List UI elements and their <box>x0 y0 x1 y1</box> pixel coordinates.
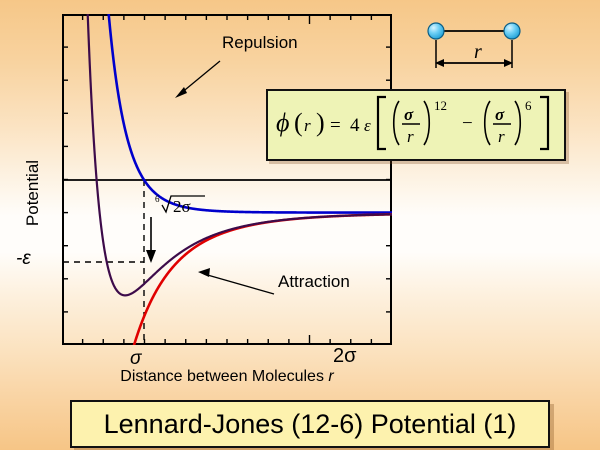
formula-term2-exponent: 6 <box>525 98 532 113</box>
y-axis-label: Potential <box>23 159 42 227</box>
repulsion-arrow <box>175 60 221 98</box>
minimum-position-label: 6 2σ <box>155 192 211 222</box>
root-body: 2σ <box>173 197 191 216</box>
molecule-svg: r <box>427 22 521 68</box>
repulsion-curve <box>107 14 392 214</box>
x-axis-label-prefix: Distance between Molecules <box>120 368 329 385</box>
formula-term1-paren-open <box>392 100 400 146</box>
formula-term2-denominator: r <box>498 127 505 146</box>
formula-paren-close: ) <box>316 108 325 137</box>
formula-term1-exponent: 12 <box>434 98 447 113</box>
atom-right <box>503 22 521 40</box>
x-tick-label-sigma: σ <box>130 348 142 369</box>
page-title: Lennard-Jones (12-6) Potential (1) <box>103 408 517 439</box>
attraction-label: Attraction <box>278 272 350 291</box>
sixth-root-glyph: 6 2σ <box>155 194 205 216</box>
minimum-arrow <box>146 217 156 263</box>
formula-box: ϕ ( r ) = 4 ε σ r 12 − σ r 6 <box>266 89 566 161</box>
formula-phi: ϕ <box>276 108 289 137</box>
formula-term2-paren-open <box>483 100 491 146</box>
x-tick-2sigma-text: 2σ <box>333 345 357 367</box>
molecule-diagram: r <box>424 18 536 80</box>
x-axis-label-variable: r <box>328 368 334 385</box>
title-box: Lennard-Jones (12-6) Potential (1) <box>70 400 550 448</box>
potential-plot <box>62 14 392 345</box>
x-axis-label: Distance between Molecules r <box>62 368 392 386</box>
formula-svg: ϕ ( r ) = 4 ε σ r 12 − σ r 6 <box>276 95 550 151</box>
formula-paren-open: ( <box>294 108 303 137</box>
attraction-arrow <box>198 268 275 295</box>
y-tick-label-minus-epsilon: -ε <box>16 248 31 269</box>
formula-bracket-close <box>540 95 550 151</box>
root-index: 6 <box>155 194 160 204</box>
formula-equals: = <box>330 115 341 136</box>
x-tick-label-2sigma: 2σ <box>333 345 356 368</box>
formula-coefficient: 4 <box>350 115 360 136</box>
atom-left <box>427 22 445 40</box>
formula-bracket-open <box>376 95 386 151</box>
formula-operator: − <box>462 113 473 134</box>
repulsion-label: Repulsion <box>222 33 298 52</box>
formula-term1-denominator: r <box>407 127 414 146</box>
formula-term1-numerator: σ <box>404 105 414 124</box>
formula-term2-paren-close <box>514 100 522 146</box>
formula-term2-numerator: σ <box>495 105 505 124</box>
arrowhead-left <box>435 59 444 67</box>
distance-label: r <box>474 41 482 63</box>
attraction-curve <box>132 213 392 345</box>
plot-svg <box>62 14 392 345</box>
formula-epsilon: ε <box>364 116 371 135</box>
formula-phi-arg: r <box>304 116 311 135</box>
total-potential-curve <box>86 14 392 297</box>
formula-term1-paren-close <box>423 100 431 146</box>
arrowhead-right <box>504 59 513 67</box>
